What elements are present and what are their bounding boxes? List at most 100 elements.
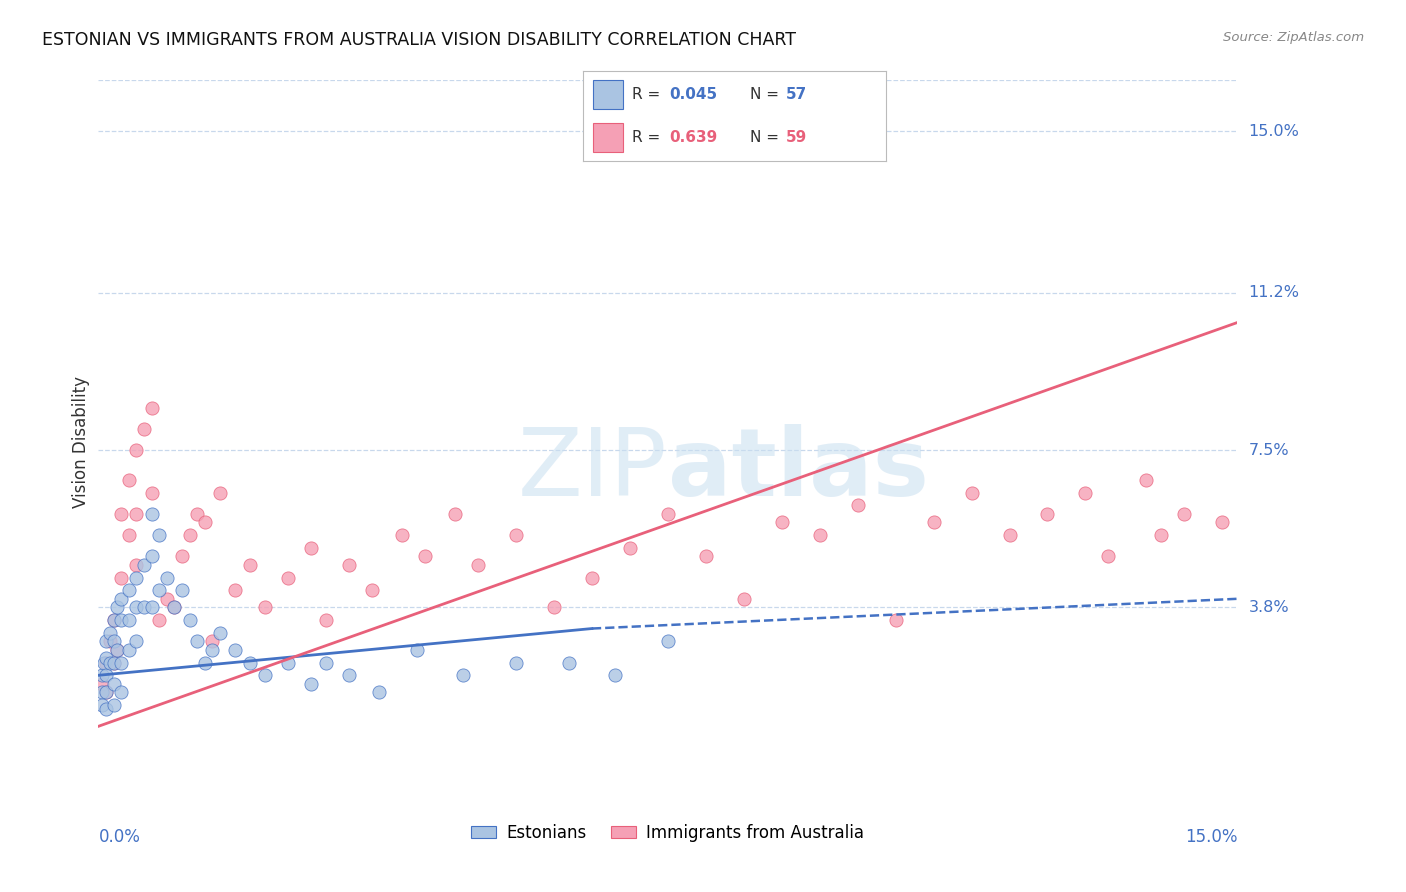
Point: [98, 634, 121, 648]
Point: [960, 485, 983, 500]
Point: [922, 516, 945, 530]
Point: [156, 570, 179, 584]
Point: [125, 507, 148, 521]
Point: [299, 541, 322, 555]
Point: [148, 613, 170, 627]
Point: [107, 642, 129, 657]
Point: [337, 558, 360, 572]
Point: [1150, 528, 1173, 542]
Point: [208, 485, 231, 500]
Point: [103, 656, 125, 670]
Point: [141, 485, 163, 500]
Point: [125, 443, 148, 458]
Point: [91, 698, 114, 712]
Point: [998, 528, 1021, 542]
Point: [110, 570, 132, 584]
Text: ESTONIAN VS IMMIGRANTS FROM AUSTRALIA VISION DISABILITY CORRELATION CHART: ESTONIAN VS IMMIGRANTS FROM AUSTRALIA VI…: [42, 31, 796, 49]
Point: [156, 591, 179, 606]
Point: [315, 656, 337, 670]
Text: R =: R =: [631, 130, 665, 145]
Point: [103, 634, 125, 648]
Point: [148, 583, 170, 598]
Point: [1211, 516, 1233, 530]
Point: [194, 656, 217, 670]
Point: [360, 583, 382, 598]
Point: [1097, 549, 1119, 564]
Y-axis label: Vision Disability: Vision Disability: [72, 376, 90, 508]
Point: [299, 677, 322, 691]
Point: [125, 600, 148, 615]
Point: [1173, 507, 1195, 521]
Point: [163, 600, 186, 615]
Point: [186, 634, 208, 648]
Point: [94, 702, 117, 716]
Point: [186, 507, 208, 521]
Point: [808, 528, 831, 542]
Point: [239, 656, 262, 670]
Point: [543, 600, 565, 615]
Point: [277, 570, 299, 584]
Point: [107, 642, 129, 657]
Point: [148, 528, 170, 542]
Point: [94, 685, 117, 699]
Text: 0.0%: 0.0%: [98, 829, 141, 847]
Text: 57: 57: [786, 87, 807, 102]
Point: [337, 668, 360, 682]
Point: [132, 558, 155, 572]
Bar: [592, 123, 623, 152]
Point: [391, 528, 413, 542]
Point: [103, 613, 125, 627]
Text: atlas: atlas: [668, 425, 929, 516]
Text: N =: N =: [749, 87, 783, 102]
Text: 0.639: 0.639: [669, 130, 718, 145]
Point: [91, 668, 114, 682]
Point: [141, 549, 163, 564]
Point: [141, 507, 163, 521]
Point: [94, 651, 117, 665]
Point: [884, 613, 907, 627]
Point: [1074, 485, 1097, 500]
Text: N =: N =: [749, 130, 783, 145]
Point: [581, 570, 603, 584]
Point: [118, 473, 141, 487]
Point: [110, 507, 132, 521]
Point: [770, 516, 793, 530]
Point: [179, 613, 201, 627]
Point: [406, 642, 429, 657]
Point: [558, 656, 581, 670]
Point: [103, 677, 125, 691]
Point: [194, 516, 217, 530]
Bar: [592, 80, 623, 109]
Point: [94, 634, 117, 648]
Point: [1036, 507, 1059, 521]
Point: [239, 558, 262, 572]
Point: [118, 613, 141, 627]
Point: [125, 634, 148, 648]
Point: [110, 685, 132, 699]
Text: 15.0%: 15.0%: [1185, 829, 1237, 847]
Text: 11.2%: 11.2%: [1249, 285, 1299, 301]
Point: [103, 698, 125, 712]
Point: [132, 422, 155, 436]
Point: [254, 668, 277, 682]
Point: [695, 549, 717, 564]
Point: [103, 613, 125, 627]
Point: [179, 528, 201, 542]
Text: 7.5%: 7.5%: [1249, 442, 1289, 458]
Point: [224, 583, 246, 598]
Point: [170, 583, 193, 598]
Point: [451, 668, 474, 682]
Text: R =: R =: [631, 87, 665, 102]
Point: [132, 600, 155, 615]
Text: 59: 59: [786, 130, 807, 145]
Point: [846, 498, 869, 512]
Point: [277, 656, 299, 670]
Point: [107, 600, 129, 615]
Point: [118, 642, 141, 657]
Point: [110, 613, 132, 627]
Point: [98, 656, 121, 670]
Point: [733, 591, 755, 606]
Point: [94, 656, 117, 670]
Text: 0.045: 0.045: [669, 87, 718, 102]
Point: [125, 558, 148, 572]
